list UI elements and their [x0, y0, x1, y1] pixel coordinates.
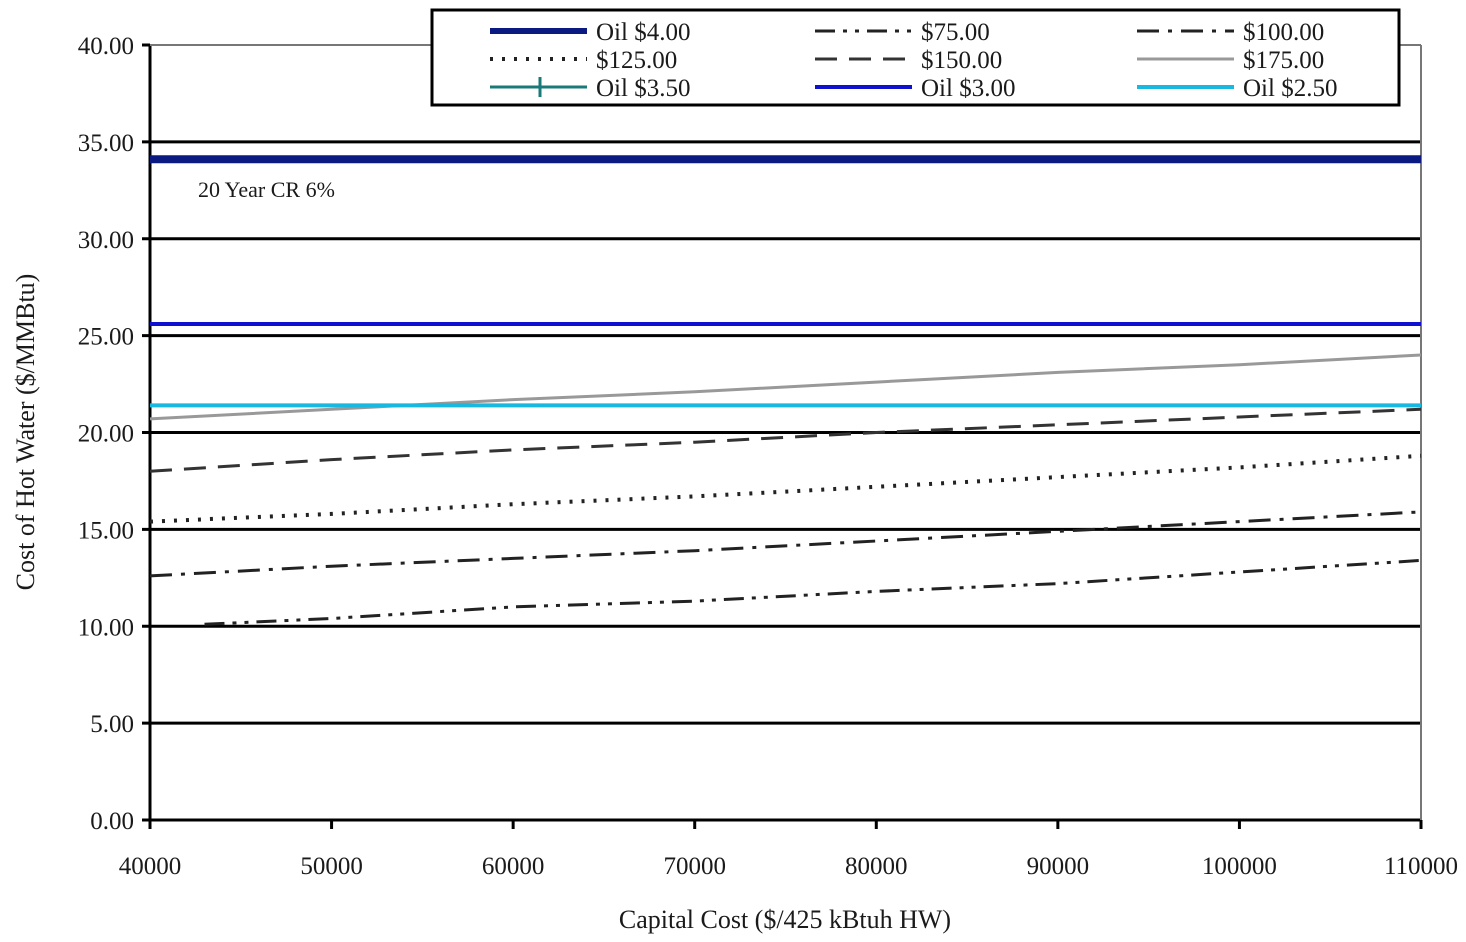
x-tick-label-5: 90000 — [1027, 853, 1090, 880]
y-tick-label-2: 10.00 — [78, 614, 134, 641]
y-tick-label-6: 30.00 — [78, 227, 134, 254]
legend: Oil $4.00 $75.00 $100.00 $125.00 $150.00 $175… — [430, 8, 1401, 107]
legend-label-3: $125.00 — [596, 47, 677, 74]
legend-label-2: $100.00 — [1243, 19, 1324, 46]
series-line-1 — [204, 558, 1422, 626]
x-axis-label: Capital Cost ($/425 kBtuh HW) — [619, 905, 951, 934]
x-tick-label-0: 40000 — [119, 853, 182, 880]
x-tick-label-6: 100000 — [1202, 853, 1277, 880]
y-tick-label-7: 35.00 — [78, 130, 134, 157]
chart-annotation: 20 Year CR 6% — [198, 177, 335, 202]
series-line-2 — [149, 510, 1422, 578]
y-tick-label-1: 5.00 — [90, 711, 134, 738]
series-line-3 — [149, 453, 1422, 524]
x-tick-label-2: 60000 — [482, 853, 545, 880]
series-lines — [149, 155, 1422, 626]
x-tick-label-7: 110000 — [1384, 853, 1458, 880]
y-tick-label-5: 25.00 — [78, 324, 134, 351]
x-tick-label-3: 70000 — [663, 853, 726, 880]
legend-label-6: Oil $3.50 — [596, 75, 690, 102]
legend-label-4: $150.00 — [921, 47, 1002, 74]
y-axis-label: Cost of Hot Water ($/MMBtu) — [11, 274, 40, 591]
legend-label-8: Oil $2.50 — [1243, 75, 1337, 102]
axes: 0.00 5.00 10.00 15.00 20.00 25.00 30.00 35.00 40… — [78, 33, 1458, 880]
series-line-5 — [149, 353, 1422, 421]
y-tick-label-8: 40.00 — [78, 33, 134, 60]
gridlines — [150, 140, 1421, 725]
legend-label-7: Oil $3.00 — [921, 75, 1015, 102]
y-tick-label-0: 0.00 — [90, 808, 134, 835]
legend-box — [430, 8, 1401, 107]
legend-label-1: $75.00 — [921, 19, 990, 46]
series-line-4 — [149, 407, 1422, 473]
y-tick-label-3: 15.00 — [78, 517, 134, 544]
x-tick-label-4: 80000 — [845, 853, 908, 880]
x-tick-label-1: 50000 — [300, 853, 363, 880]
legend-label-0: Oil $4.00 — [596, 19, 690, 46]
legend-label-5: $175.00 — [1243, 47, 1324, 74]
y-tick-label-4: 20.00 — [78, 421, 134, 448]
